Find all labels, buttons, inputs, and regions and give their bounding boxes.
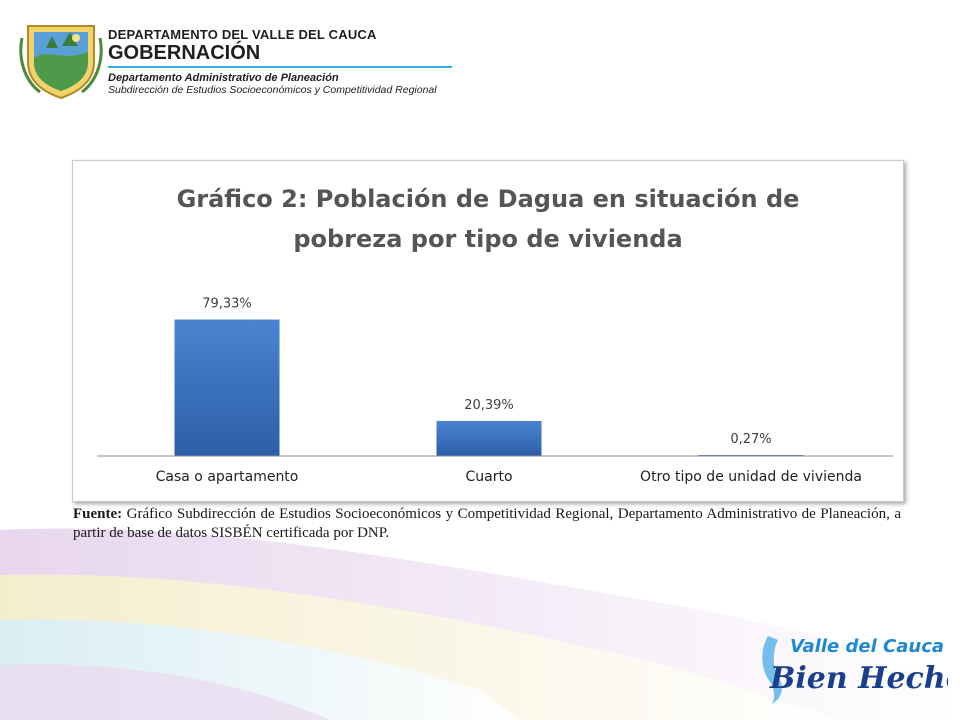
valle-del-cauca-logo: Valle del Cauca Bien Hecho! [762,636,948,704]
logo-figure-icon [762,636,782,704]
subdirection-label: Subdirección de Estudios Socioeconómicos… [108,84,437,96]
category-label-1: Casa o apartamento [156,469,299,485]
source-note: Fuente: Gráfico Subdirección de Estudios… [73,505,901,543]
source-text: Gráfico Subdirección de Estudios Socioec… [73,506,901,541]
category-label-3: Otro tipo de unidad de vivienda [640,469,862,485]
department-heading: DEPARTAMENTO DEL VALLE DEL CAUCA [108,27,377,42]
chart-frame: Gráfico 2: Población de Dagua en situaci… [72,160,904,502]
logo-line1: Valle del Cauca [790,636,944,657]
admin-department-label: Departamento Administrativo de Planeació… [108,72,339,84]
bar-2 [436,420,542,456]
header-divider [108,66,452,68]
source-label: Fuente: [73,506,123,522]
data-label-1: 79,33% [202,297,252,312]
category-label-2: Cuarto [465,469,512,485]
data-label-3: 0,27% [730,432,771,447]
logo-line2: Bien Hecho! [769,661,948,696]
chart-title-line2: pobreza por tipo de vivienda [293,225,682,253]
chart-title-line1: Gráfico 2: Población de Dagua en situaci… [177,185,800,213]
bar-chart: Gráfico 2: Población de Dagua en situaci… [97,185,893,485]
gobernacion-heading: GOBERNACIÓN [108,42,261,64]
data-label-2: 20,39% [464,398,514,413]
coat-of-arms-emblem [19,25,103,100]
bar-1 [174,319,280,456]
